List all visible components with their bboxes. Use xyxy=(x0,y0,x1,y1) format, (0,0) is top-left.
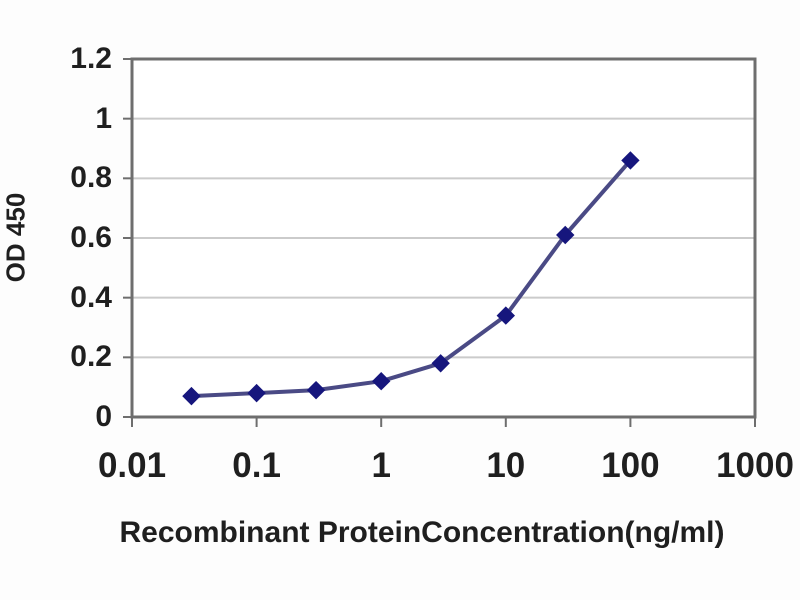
y-tick-label: 1 xyxy=(95,101,112,135)
plot-border xyxy=(130,57,757,419)
y-tick-label: 0.6 xyxy=(70,221,112,254)
x-tick-label: 10 xyxy=(486,446,526,485)
y-tick-label: 0.2 xyxy=(70,340,112,374)
data-series-line xyxy=(189,158,633,399)
data-point-marker xyxy=(371,371,391,391)
data-point-marker xyxy=(556,225,575,245)
x-tick-label: 0.1 xyxy=(232,446,281,485)
y-tick-label: 0 xyxy=(95,400,112,433)
data-point-marker xyxy=(621,151,640,170)
data-point-marker xyxy=(431,354,450,373)
x-tick-label: 1000 xyxy=(716,446,794,485)
data-point-marker xyxy=(247,383,266,403)
y-axis-title: OD 450 xyxy=(0,192,31,283)
x-tick-label: 0.01 xyxy=(97,446,167,485)
y-tick-label: 0.4 xyxy=(70,280,112,314)
data-point-marker xyxy=(306,380,326,400)
y-tick-label: 0.8 xyxy=(70,161,112,195)
x-tick-label: 100 xyxy=(601,446,660,485)
y-tick-label: 1.2 xyxy=(70,42,112,75)
x-axis-title: Recombinant ProteinConcentration(ng/ml) xyxy=(119,516,725,549)
data-point-marker xyxy=(182,386,201,406)
data-point-marker xyxy=(496,306,516,325)
x-tick-label: 1 xyxy=(371,446,391,485)
